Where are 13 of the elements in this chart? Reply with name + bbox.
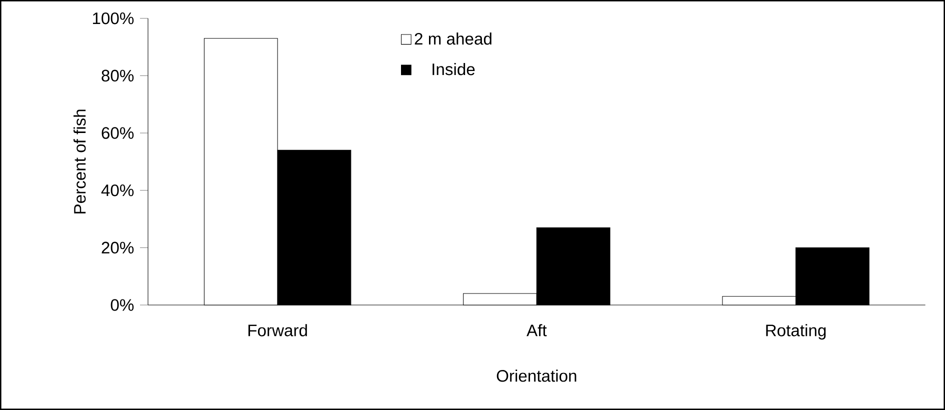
x-axis-title: Orientation (496, 370, 576, 382)
y-tick-label: 20% (102, 242, 134, 254)
y-tick-label: 40% (101, 184, 134, 196)
y-tick-label: 100% (93, 12, 134, 24)
y-tick-label: 60% (102, 127, 134, 139)
x-tick-label: Forward (248, 324, 307, 336)
y-axis-title: Percent of fish (74, 110, 86, 214)
legend-label: 2 m ahead (414, 32, 492, 45)
x-tick-label: Aft (526, 324, 547, 336)
legend-label: Inside (432, 63, 475, 76)
y-tick-label: 80% (102, 70, 134, 82)
y-tick-label: 0% (110, 299, 134, 311)
x-tick-label: Rotating (766, 324, 826, 340)
